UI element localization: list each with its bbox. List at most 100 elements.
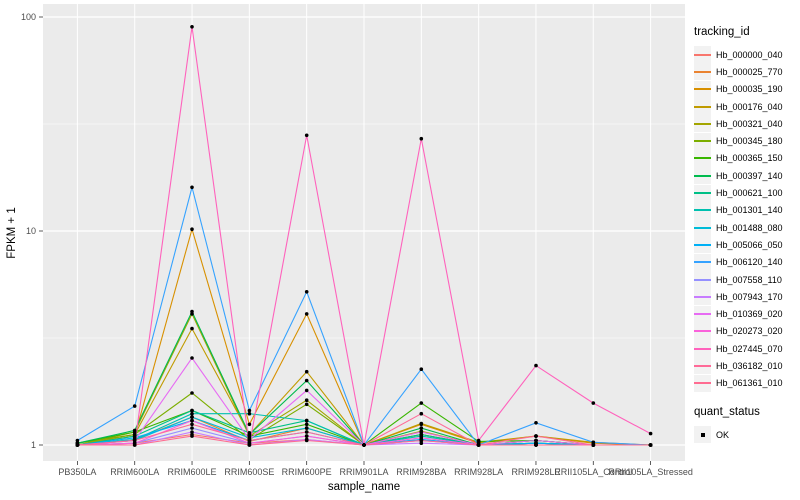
data-point: [419, 136, 424, 141]
legend-key: [694, 236, 711, 254]
legend-item-quant-ok: OK: [694, 426, 800, 444]
x-tick-label: PB350LA: [58, 467, 96, 477]
legend-key: [694, 288, 711, 306]
data-point: [247, 411, 252, 416]
data-point: [190, 430, 194, 434]
data-point: [419, 438, 424, 443]
x-tick-label: RRIM600LE: [168, 467, 217, 477]
x-tick-label: RRIM928BA: [396, 467, 446, 477]
data-point: [304, 438, 309, 443]
data-point: [190, 434, 194, 438]
legend-item: Hb_001488_080: [694, 219, 800, 237]
data-point: [304, 290, 309, 294]
legend-item: Hb_000321_040: [694, 115, 800, 133]
legend-item: Hb_007558_110: [694, 271, 800, 288]
data-point: [304, 422, 309, 427]
legend-item: Hb_005066_050: [694, 236, 800, 254]
data-point: [476, 443, 481, 447]
legend-key: [694, 271, 711, 288]
legend-item-label: Hb_000035_190: [716, 84, 783, 95]
legend-key-line-icon: [694, 174, 711, 177]
data-point: [591, 401, 596, 405]
data-point: [190, 326, 194, 331]
data-point: [304, 430, 309, 434]
legend-item: Hb_020273_020: [694, 322, 800, 340]
legend-item-label: Hb_036182_010: [716, 360, 783, 371]
legend-key-line-icon: [694, 192, 711, 195]
data-point: [419, 426, 424, 430]
x-tick-label: RRII105LA_Stressed: [608, 467, 693, 477]
legend-key-quant-ok: [694, 426, 711, 444]
legend-item: Hb_000025_770: [694, 63, 800, 81]
legend-panel: tracking_id Hb_000000_040 Hb_000025_770 Hb…: [694, 26, 800, 444]
data-point: [132, 404, 137, 408]
legend-key-line-icon: [694, 157, 711, 160]
data-point: [534, 363, 538, 368]
legend-item: Hb_000035_190: [694, 80, 800, 98]
data-point: [247, 422, 252, 427]
data-point: [591, 443, 596, 447]
data-point: [247, 438, 252, 443]
data-point: [190, 227, 194, 231]
y-tick-label: 1: [31, 440, 36, 450]
legend-item: Hb_006120_140: [694, 253, 800, 271]
x-axis: PB350LA RRIM600LA RRIM600LE RRIM600SE RRIM60…: [58, 461, 693, 477]
legend-key: [694, 167, 711, 185]
data-point: [190, 422, 194, 427]
data-point: [304, 418, 309, 423]
data-point: [419, 441, 424, 446]
y-axis-title: FPKM + 1: [6, 207, 18, 258]
legend-item: Hb_000176_040: [694, 98, 800, 116]
legend-key-line-icon: [694, 122, 711, 125]
legend-item-label: Hb_000000_040: [716, 49, 783, 60]
x-tick-label: RRIM928LE: [511, 467, 560, 477]
legend-key: [694, 46, 711, 64]
legend-item: Hb_010369_020: [694, 305, 800, 323]
legend-key-line-icon: [694, 243, 711, 246]
legend-item-label: Hb_005066_050: [716, 239, 783, 250]
data-point: [132, 438, 137, 443]
data-point: [534, 421, 538, 425]
legend-item: Hb_061361_010: [694, 374, 800, 392]
data-point: [190, 415, 194, 419]
data-point: [304, 369, 309, 374]
legend-item-label: Hb_000621_100: [716, 188, 783, 199]
legend-key: [694, 63, 711, 81]
y-tick-label: 100: [21, 12, 36, 22]
legend-item-label: OK: [716, 429, 730, 440]
legend-key-line-icon: [694, 364, 711, 367]
data-point: [304, 398, 309, 403]
legend-key-line-icon: [694, 382, 711, 385]
data-point: [190, 411, 194, 416]
data-point: [419, 401, 424, 405]
line-chart: 100 10 1 PB350LA RRIM600LA RRIM600LE RRIM600SE…: [6, 4, 693, 493]
legend-item-label: Hb_000365_150: [716, 153, 783, 164]
data-point: [304, 388, 309, 393]
legend-item: Hb_001301_140: [694, 201, 800, 219]
legend-key-line-icon: [694, 261, 711, 264]
data-point: [190, 391, 194, 395]
legend-item-label: Hb_010369_020: [716, 309, 783, 320]
data-point: [132, 443, 137, 447]
data-point: [591, 440, 596, 445]
y-axis: 100 10 1: [21, 12, 43, 450]
data-point: [304, 378, 309, 383]
legend-key: [694, 98, 711, 116]
legend-item-label: Hb_006120_140: [716, 257, 783, 268]
data-point: [247, 431, 252, 435]
legend-item-label: Hb_000345_180: [716, 136, 783, 147]
data-point: [75, 443, 80, 447]
legend-key: [694, 305, 711, 323]
data-point: [362, 443, 366, 447]
legend-item: Hb_000397_140: [694, 167, 800, 185]
data-point: [304, 402, 309, 407]
legend-key: [694, 357, 711, 375]
legend-key-line-icon: [694, 295, 711, 298]
ok-point-marker-icon: [700, 432, 705, 437]
legend-item: Hb_000365_150: [694, 149, 800, 167]
x-tick-label: RRII105LA_Control: [554, 467, 632, 477]
legend-key: [694, 149, 711, 167]
legend-key: [694, 219, 711, 237]
legend-item: Hb_027445_070: [694, 340, 800, 358]
